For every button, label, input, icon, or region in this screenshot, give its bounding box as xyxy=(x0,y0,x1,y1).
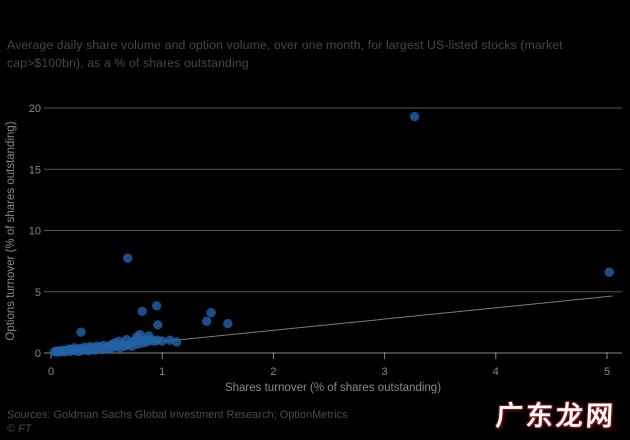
y-tick-label: 10 xyxy=(29,226,41,238)
data-point xyxy=(223,318,233,329)
y-tick-label: 0 xyxy=(35,348,41,360)
data-point xyxy=(76,327,86,337)
data-point xyxy=(206,307,216,318)
data-point xyxy=(201,316,212,326)
y-axis-label: Options turnover (% of shares outstandin… xyxy=(5,121,17,340)
data-point xyxy=(151,301,162,311)
x-tick-label: 5 xyxy=(604,366,610,378)
data-point xyxy=(157,336,167,346)
x-tick-label: 2 xyxy=(270,366,276,378)
data-point xyxy=(153,320,163,330)
data-point xyxy=(123,253,133,263)
y-tick-label: 15 xyxy=(29,164,41,176)
site-watermark: 广东龙网 xyxy=(495,401,617,431)
x-tick-label: 4 xyxy=(493,366,499,378)
data-points-layer xyxy=(49,111,614,357)
x-tick-label: 0 xyxy=(48,366,54,378)
data-point xyxy=(137,306,147,317)
x-tick-label: 1 xyxy=(159,366,165,378)
x-axis-label: Shares turnover (% of shares outstanding… xyxy=(225,382,441,394)
y-tick-label: 5 xyxy=(35,287,41,299)
chart-title: Average daily share volume and option vo… xyxy=(7,38,563,71)
y-tick-label: 20 xyxy=(29,103,41,115)
data-point xyxy=(409,111,420,122)
data-point xyxy=(171,337,182,347)
data-point xyxy=(604,267,614,277)
x-tick-label: 3 xyxy=(382,366,388,378)
axes-layer: 0 5 10 15 20 0 1 2 3 4 5 xyxy=(29,103,622,378)
gridlines-layer xyxy=(44,107,622,293)
ft-copyright: © FT xyxy=(7,423,32,435)
sources-note: Sources: Goldman Sachs Global Investment… xyxy=(7,409,348,421)
